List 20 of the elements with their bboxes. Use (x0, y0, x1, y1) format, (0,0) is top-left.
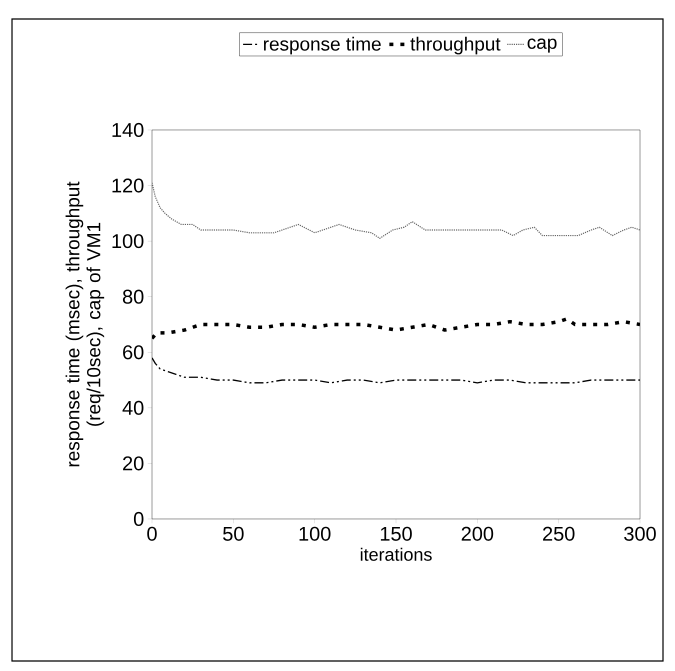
legend-label: response time (264, 36, 381, 54)
y-tick-label: 40 (122, 400, 144, 415)
x-tick-label: 250 (543, 526, 575, 541)
x-tick-label: 200 (462, 526, 494, 541)
legend-label: cap (528, 38, 557, 53)
y-tick-label: 20 (123, 456, 144, 470)
y-tick-label: 60 (123, 345, 144, 360)
x-tick-label: 0 (147, 526, 157, 541)
x-tick-label: 100 (300, 526, 331, 541)
y-tick-label: 120 (112, 178, 144, 193)
legend-label: throughput (410, 36, 500, 54)
y-tick-label: 140 (112, 122, 144, 138)
x-tick-label: 50 (223, 526, 244, 541)
x-axis-title: iterations (360, 548, 432, 561)
x-tick-label: 150 (380, 526, 412, 541)
y-axis-title: response time (msec), throughput (req/10sec), cap of VM1 (66, 182, 104, 466)
y-tick-label: 100 (112, 234, 144, 248)
y-tick-label: 80 (122, 290, 144, 304)
x-tick-label: 300 (624, 526, 656, 541)
y-tick-label: 0 (134, 512, 144, 526)
